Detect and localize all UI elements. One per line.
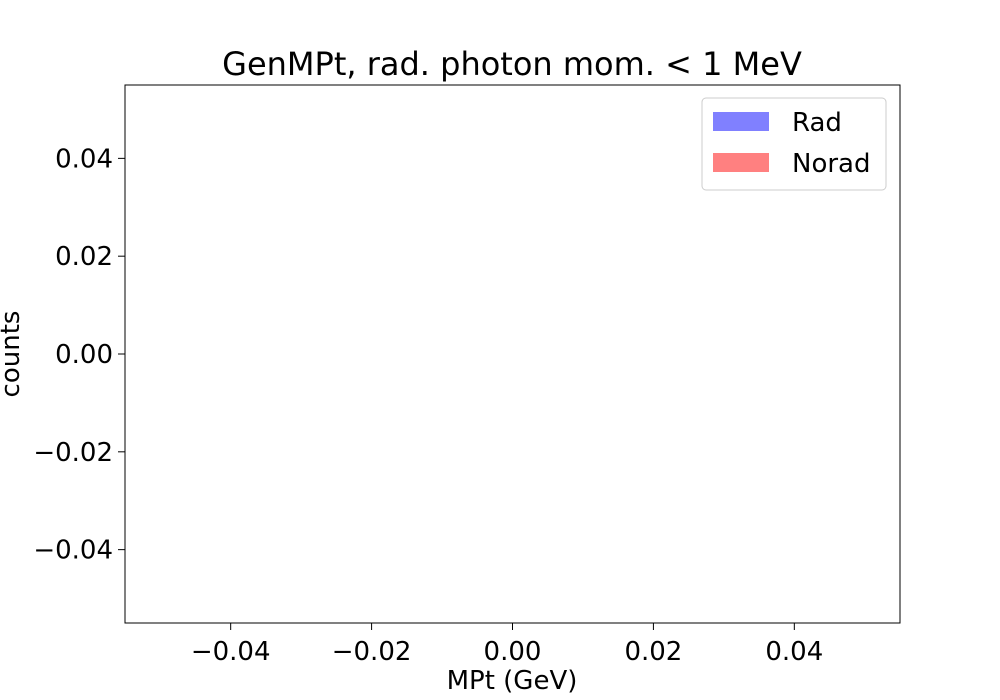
y-tick-label: 0.00 [55,340,113,370]
legend-swatch-rad [713,112,769,131]
legend-label-norad: Norad [792,149,870,179]
x-axis: −0.04 −0.02 0.00 0.02 0.04 [191,623,823,667]
y-axis-label: counts [0,311,26,398]
x-tick-label: −0.04 [191,637,271,667]
x-tick-label: 0.02 [624,637,682,667]
legend-swatch-norad [713,153,769,172]
legend-label-rad: Rad [792,108,842,138]
chart-title: GenMPt, rad. photon mom. < 1 MeV [222,45,802,83]
y-tick-label: 0.02 [55,242,113,272]
x-axis-label: MPt (GeV) [447,666,578,696]
y-axis: −0.04 −0.02 0.00 0.02 0.04 [33,144,125,566]
x-tick-label: 0.00 [484,637,542,667]
y-tick-label: −0.04 [33,536,113,566]
x-tick-label: 0.04 [765,637,823,667]
legend: Rad Norad [701,97,887,191]
y-tick-label: −0.02 [33,438,113,468]
x-tick-label: −0.02 [332,637,412,667]
y-tick-label: 0.04 [55,144,113,174]
